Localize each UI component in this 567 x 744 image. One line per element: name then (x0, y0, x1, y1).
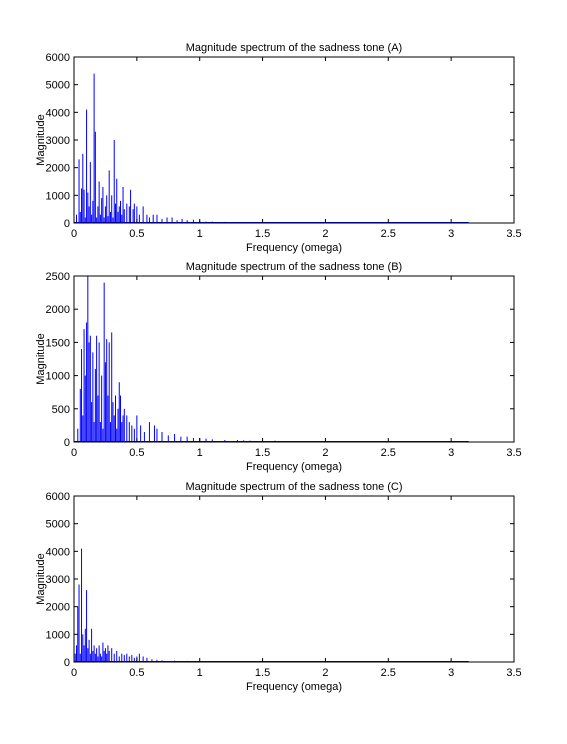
x-tick-label-b-3: 1.5 (255, 447, 270, 459)
x-tick-label-c-0: 0 (71, 667, 77, 679)
x-axis-label-b: Frequency (omega) (246, 461, 342, 473)
plot-area-a (74, 57, 514, 223)
y-tick-label-c-6: 6000 (46, 491, 70, 503)
x-tick-label-c-7: 3.5 (506, 667, 521, 679)
y-axis-label-a: Magnitude (35, 114, 47, 165)
x-tick-label-b-2: 1 (197, 447, 203, 459)
y-axis-label-b: Magnitude (35, 333, 47, 384)
x-tick-label-c-1: 0.5 (129, 667, 144, 679)
chart-c: 0 0.5 1 1.5 2 2.5 3 3.5 0 1000 2000 3000 4000 5000 600… (35, 481, 522, 693)
x-tick-label-a-3: 1.5 (255, 228, 270, 240)
y-tick-label-c-1: 1000 (46, 629, 70, 641)
chart-a: 0 0.5 1 1.5 2 2.5 3 3.5 0 1000 2000 3000 4000 5000 600… (35, 42, 522, 254)
axes-box-b (73, 275, 515, 443)
y-axis-label-c: Magnitude (35, 553, 47, 604)
y-tick-label-a-5: 5000 (46, 80, 70, 92)
x-tick-label-c-3: 1.5 (255, 667, 270, 679)
x-tick-label-a-5: 2.5 (381, 228, 396, 240)
y-tick-label-c-4: 4000 (46, 546, 70, 558)
x-tick-label-b-5: 2.5 (381, 447, 396, 459)
x-tick-label-b-0: 0 (71, 447, 77, 459)
y-tick-label-a-2: 2000 (46, 163, 70, 175)
x-axis-label-c: Frequency (omega) (246, 681, 342, 693)
y-tick-label-a-3: 3000 (46, 135, 70, 147)
chart-title-a: Magnitude spectrum of the sadness tone (… (186, 42, 402, 54)
x-tick-label-c-6: 3 (448, 667, 454, 679)
x-tick-label-c-2: 1 (197, 667, 203, 679)
x-tick-label-a-2: 1 (197, 228, 203, 240)
x-tick-label-c-4: 2 (322, 667, 328, 679)
y-tick-label-b-0: 0 (64, 437, 70, 449)
x-tick-label-a-1: 0.5 (129, 228, 144, 240)
plot-area-b (74, 276, 514, 442)
y-tick-label-c-0: 0 (64, 657, 70, 669)
chart-b: 0 0.5 1 1.5 2 2.5 3 3.5 0 500 1000 1500 2000 2500 Magn… (35, 261, 522, 473)
y-tick-label-b-4: 2000 (46, 304, 70, 316)
y-tick-label-b-3: 1500 (46, 337, 70, 349)
x-tick-label-a-0: 0 (71, 228, 77, 240)
x-tick-label-a-7: 3.5 (506, 228, 521, 240)
x-tick-label-b-6: 3 (448, 447, 454, 459)
y-tick-label-a-0: 0 (64, 218, 70, 230)
x-tick-label-b-7: 3.5 (506, 447, 521, 459)
y-tick-label-c-5: 5000 (46, 519, 70, 531)
y-tick-label-c-3: 3000 (46, 574, 70, 586)
y-tick-label-b-1: 500 (52, 404, 70, 416)
x-tick-label-a-6: 3 (448, 228, 454, 240)
plot-area-c (74, 496, 514, 662)
chart-title-c: Magnitude spectrum of the sadness tone (… (185, 481, 402, 493)
x-tick-label-b-4: 2 (322, 447, 328, 459)
x-tick-label-b-1: 0.5 (129, 447, 144, 459)
y-tick-label-b-2: 1000 (46, 371, 70, 383)
x-tick-label-c-5: 2.5 (381, 667, 396, 679)
y-tick-label-b-5: 2500 (46, 271, 70, 283)
y-tick-label-c-2: 2000 (46, 602, 70, 614)
y-tick-label-a-4: 4000 (46, 107, 70, 119)
y-tick-label-a-6: 6000 (46, 52, 70, 64)
y-tick-label-a-1: 1000 (46, 190, 70, 202)
x-axis-label-a: Frequency (omega) (246, 242, 342, 254)
chart-title-b: Magnitude spectrum of the sadness tone (… (186, 261, 402, 273)
x-tick-label-a-4: 2 (322, 228, 328, 240)
